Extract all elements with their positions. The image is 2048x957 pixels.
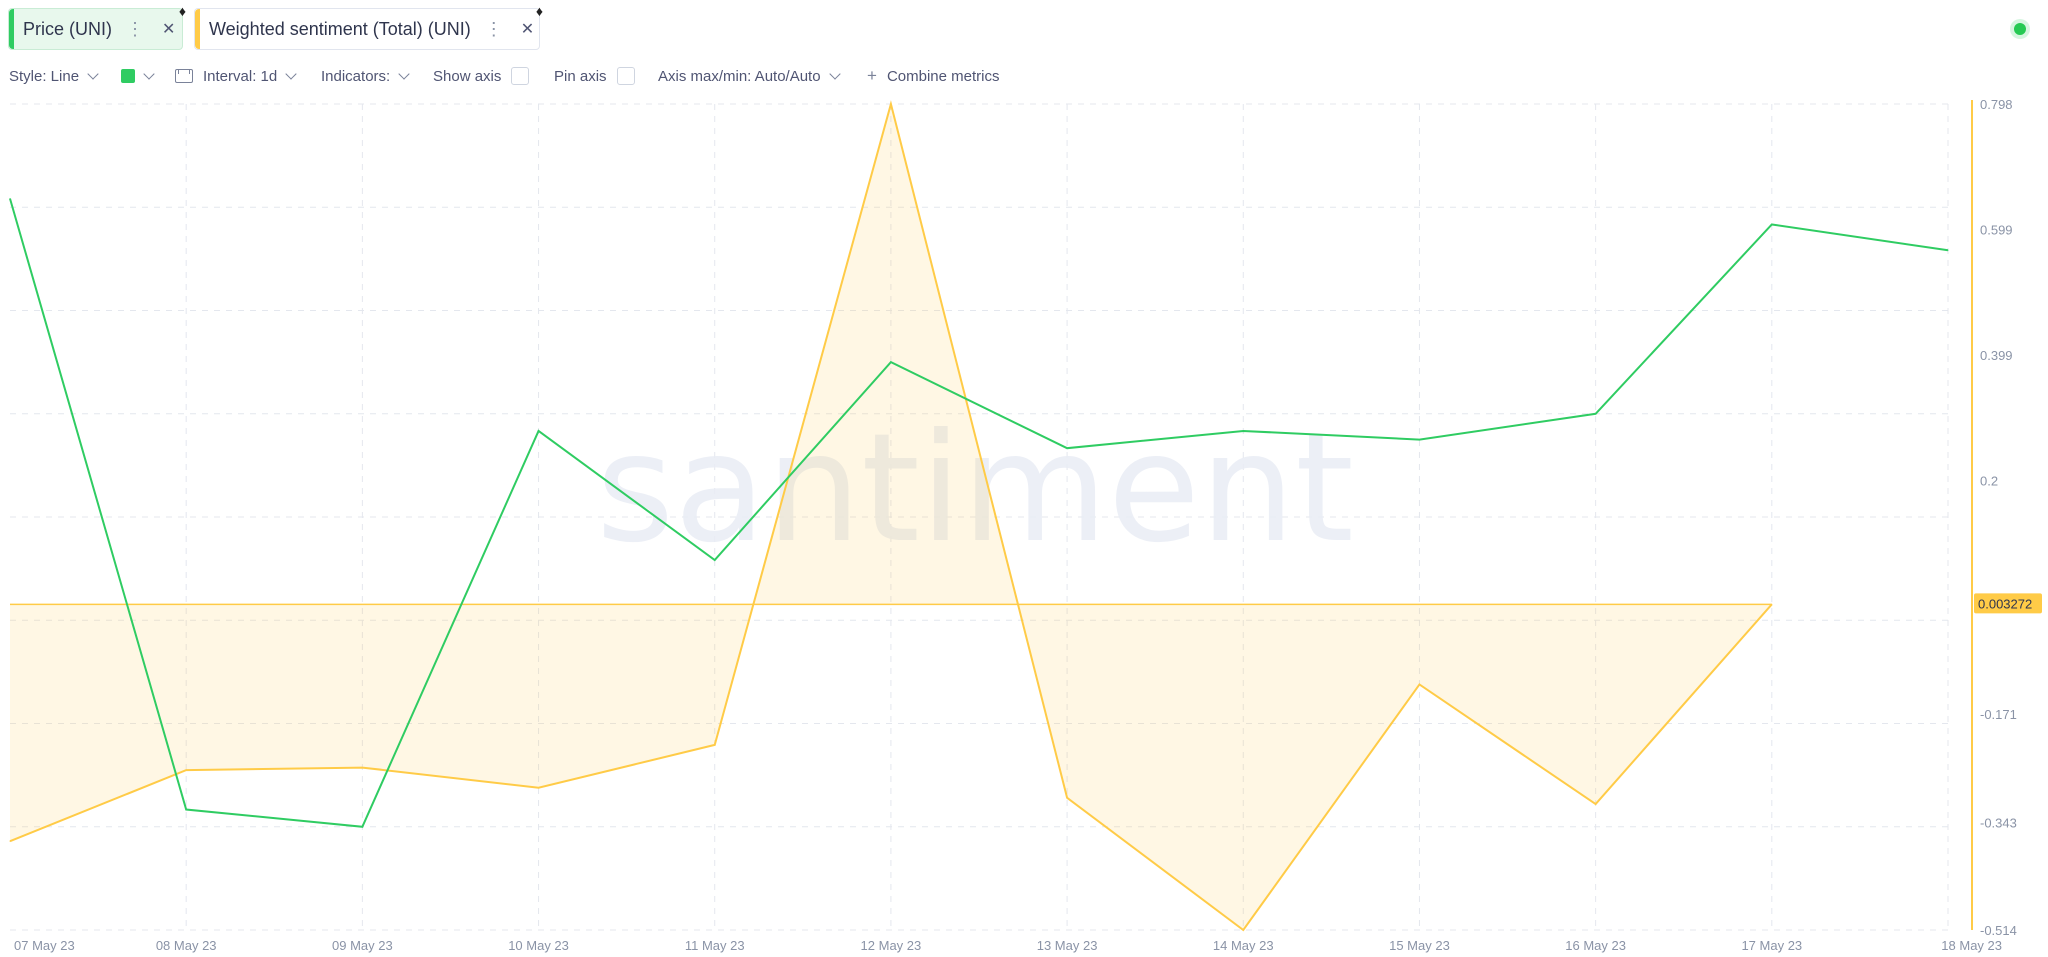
live-status-icon [2014, 23, 2026, 35]
ethereum-icon: ♦ [178, 3, 186, 19]
axis-minmax-dropdown[interactable]: Axis max/min: Auto/Auto [658, 63, 841, 89]
show-axis-label: Show axis [433, 67, 502, 85]
x-axis-tick-label: 13 May 23 [1037, 938, 1098, 953]
axis-minmax-label: Axis max/min: Auto/Auto [658, 67, 821, 85]
plus-icon: + [867, 66, 877, 85]
x-axis-tick-label: 08 May 23 [156, 938, 217, 953]
calendar-icon [175, 69, 193, 83]
price-point [1242, 430, 1244, 432]
x-axis-tick-label: 16 May 23 [1565, 938, 1626, 953]
sentiment-point [185, 769, 187, 771]
sentiment-point [1595, 803, 1597, 805]
pin-axis-toggle[interactable]: Pin axis [554, 63, 635, 89]
sentiment-point [9, 840, 11, 842]
price-point [361, 826, 363, 828]
latest-value-label: 0.003272 [1978, 596, 2032, 611]
close-icon[interactable]: ✕ [520, 21, 535, 38]
price-point [1066, 447, 1068, 449]
interval-dropdown[interactable]: Interval: 1d [175, 63, 297, 89]
axis-layer: 0.798 0.599 0.399 0.2 -0.171 -0.343 -0.514 0.00… [14, 97, 2042, 953]
y-axis-tick-label: 0.399 [1980, 348, 2013, 363]
series-layer [9, 100, 1949, 932]
price-point [714, 559, 716, 561]
sentiment-point [538, 787, 540, 789]
style-dropdown[interactable]: Style: Line [9, 63, 99, 89]
sentiment-point [1771, 603, 1773, 605]
price-point [1595, 413, 1597, 415]
santiment-watermark: santiment [596, 402, 1354, 576]
price-point [185, 809, 187, 811]
ethereum-icon: ♦ [535, 3, 543, 19]
sentiment-point [890, 103, 892, 105]
x-axis-tick-label: 07 May 23 [14, 938, 75, 953]
price-point [890, 361, 892, 363]
price-point [1418, 439, 1420, 441]
sentiment-point [714, 744, 716, 746]
close-icon[interactable]: ✕ [162, 21, 176, 38]
pin-axis-label: Pin axis [554, 67, 607, 85]
x-axis-tick-label: 10 May 23 [508, 938, 569, 953]
sentiment-point [361, 767, 363, 769]
price-point [538, 430, 540, 432]
more-options-icon[interactable]: ⋮ [126, 18, 144, 39]
metric-color-bar [9, 9, 14, 49]
x-axis-tick-label: 12 May 23 [861, 938, 922, 953]
x-axis-tick-label: 11 May 23 [685, 938, 745, 953]
metric-tab-label: Price (UNI) [23, 18, 112, 39]
y-axis-tick-label: -0.343 [1980, 815, 2017, 830]
y-axis-tick-label: -0.171 [1980, 707, 2017, 722]
price-line [9, 198, 1949, 828]
y-axis-tick-label: 0.798 [1980, 97, 2013, 112]
color-picker-dropdown[interactable] [121, 63, 155, 89]
color-swatch-icon [121, 69, 135, 83]
x-axis-tick-label: 18 May 23 [1941, 938, 2002, 953]
indicators-label: Indicators: [321, 67, 391, 85]
sentiment-point [1066, 797, 1068, 799]
sentiment-point [1418, 683, 1420, 685]
indicators-dropdown[interactable]: Indicators: [321, 63, 410, 89]
combine-metrics-label: Combine metrics [886, 67, 1000, 85]
price-point [9, 198, 11, 200]
chart-grid [10, 103, 1949, 931]
style-label: Style: Line [9, 67, 80, 85]
price-point [1771, 223, 1773, 225]
pin-axis-checkbox[interactable] [616, 67, 635, 85]
metric-color-bar [195, 9, 200, 49]
x-axis-tick-label: 15 May 23 [1389, 938, 1450, 953]
interval-label: Interval: 1d [203, 67, 278, 85]
show-axis-toggle[interactable]: Show axis [433, 63, 530, 89]
x-axis-tick-label: 14 May 23 [1213, 938, 1274, 953]
y-axis-tick-label: 0.2 [1980, 473, 1998, 488]
y-axis-tick-label: -0.514 [1980, 923, 2017, 938]
price-point [1947, 249, 1949, 251]
more-options-icon[interactable]: ⋮ [484, 18, 503, 39]
sentiment-area [10, 104, 1772, 930]
metric-tab-label: Weighted sentiment (Total) (UNI) [209, 18, 471, 39]
x-axis-tick-label: 09 May 23 [332, 938, 393, 953]
metric-tab-sentiment[interactable]: Weighted sentiment (Total) (UNI) ⋮ ✕ ♦ [194, 3, 543, 50]
x-axis-tick-label: 17 May 23 [1741, 938, 1802, 953]
metric-tab-price[interactable]: Price (UNI) ⋮ ✕ ♦ [8, 3, 186, 50]
combine-metrics-button[interactable]: + Combine metrics [867, 63, 999, 89]
latest-value-badge: 0.003272 [1974, 593, 2042, 614]
latest-value-badge-bg [1974, 593, 2042, 614]
sentiment-point [1242, 929, 1244, 931]
show-axis-checkbox[interactable] [511, 67, 530, 85]
y-axis-tick-label: 0.599 [1980, 222, 2013, 237]
